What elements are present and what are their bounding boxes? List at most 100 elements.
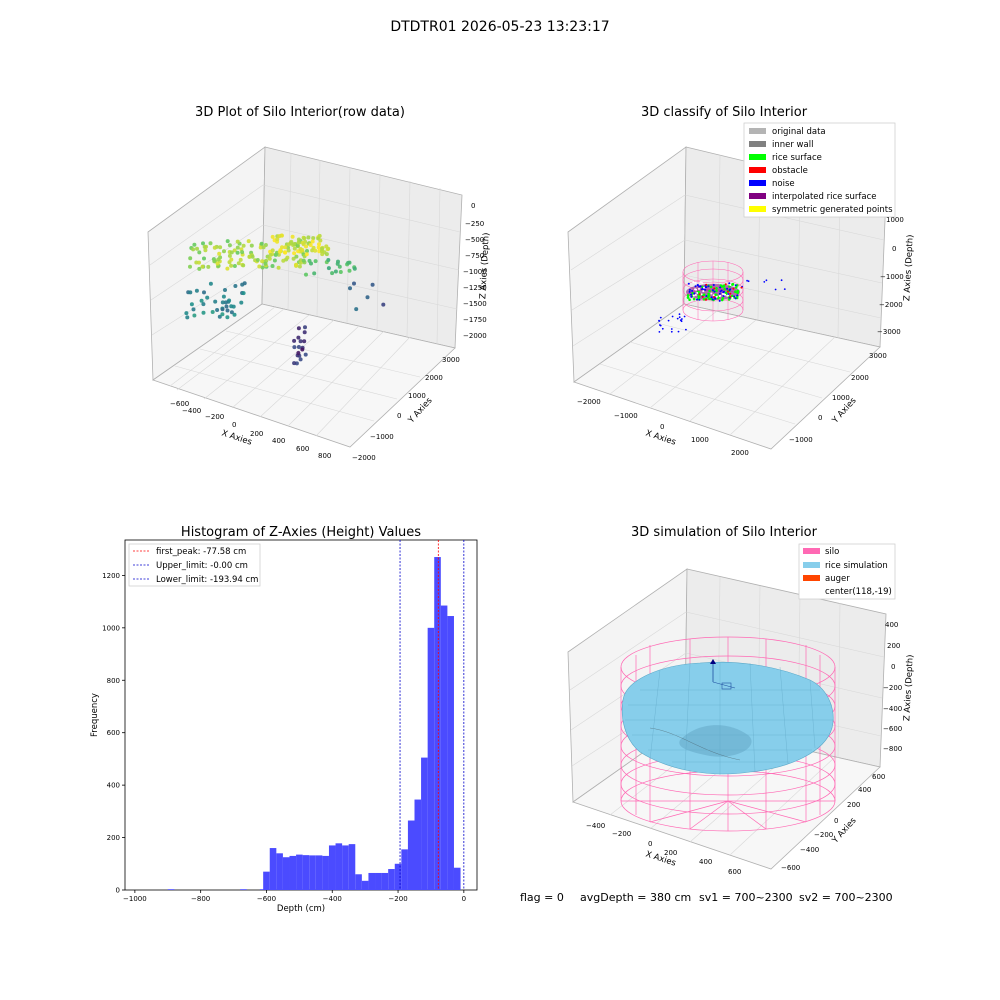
histogram-bar	[361, 880, 369, 890]
panel-simulation-yticks: −600 −400 −200 0 200 400 600	[781, 773, 885, 872]
raw-point	[294, 262, 299, 267]
tick-label: 1000	[691, 436, 709, 444]
raw-point	[225, 315, 230, 320]
histogram-bar	[335, 843, 343, 890]
classified-point	[671, 315, 674, 318]
raw-point	[239, 300, 244, 305]
raw-point	[191, 307, 196, 312]
classified-point	[658, 331, 661, 333]
tick-label: 2000	[425, 374, 443, 382]
classified-point	[713, 296, 716, 298]
histogram-bar	[447, 616, 454, 890]
panel-raw-grid	[149, 152, 461, 437]
histogram-bar	[342, 845, 349, 890]
histogram-bar	[309, 855, 316, 890]
raw-point	[191, 247, 196, 252]
raw-point	[233, 284, 238, 288]
status-flag: flag = 0	[520, 891, 564, 904]
raw-point	[381, 302, 386, 307]
raw-point	[210, 310, 215, 314]
raw-point	[306, 235, 311, 240]
classified-point	[736, 294, 739, 297]
raw-point	[300, 347, 305, 352]
raw-point	[292, 251, 297, 256]
raw-point	[313, 248, 318, 253]
classified-point	[683, 315, 686, 318]
raw-point	[220, 307, 225, 312]
legend-label: Lower_limit: -193.94 cm	[156, 575, 258, 585]
raw-point	[316, 245, 321, 250]
panel-raw-title: 3D Plot of Silo Interior(row data)	[195, 105, 405, 120]
histogram-bar	[315, 855, 323, 890]
y-tick-label: 200	[107, 834, 120, 842]
classified-point	[733, 295, 736, 298]
tick-label: 0	[834, 817, 838, 825]
classified-point	[705, 283, 708, 286]
classified-point	[734, 290, 737, 294]
classified-point	[694, 281, 697, 284]
classified-point	[686, 294, 690, 297]
raw-point	[297, 264, 302, 269]
panel-classify-title: 3D classify of Silo Interior	[641, 105, 808, 120]
raw-point	[229, 257, 234, 262]
raw-point	[217, 314, 222, 319]
histogram-bar	[440, 605, 448, 890]
tick-label: 1000	[832, 394, 850, 402]
classified-point	[729, 292, 732, 295]
classified-point	[693, 292, 696, 295]
tick-label: 600	[728, 868, 741, 876]
raw-point	[208, 281, 213, 286]
raw-point	[215, 261, 220, 266]
classified-point	[690, 295, 693, 298]
raw-point	[296, 237, 301, 242]
raw-point	[224, 304, 229, 309]
y-tick-label: 1000	[102, 624, 120, 632]
panel-raw-zlabel: Z Axies (Depth)	[478, 232, 491, 299]
tick-label: 400	[885, 621, 898, 629]
classified-point	[694, 285, 697, 288]
panel-classify-zticks: 1000 0 −1000 −2000 −3000	[877, 216, 904, 336]
panel-simulation-legend: silo rice simulation auger center(118,-1…	[798, 543, 896, 600]
histogram-bar	[453, 867, 461, 890]
histogram-bar	[263, 871, 270, 890]
tick-label: −1000	[370, 433, 394, 441]
classified-point	[747, 280, 750, 283]
tick-label: −750	[465, 252, 484, 260]
histogram-bar	[322, 855, 329, 890]
legend-label: inner wall	[772, 140, 813, 150]
raw-point	[291, 256, 296, 261]
status-sv1: sv1 = 700~2300	[699, 891, 793, 904]
tick-label: −400	[883, 705, 902, 713]
raw-point	[201, 310, 206, 315]
raw-point	[225, 239, 230, 244]
histogram-bar	[167, 889, 175, 890]
histogram-bar	[328, 845, 336, 890]
raw-point	[365, 295, 370, 300]
raw-point	[309, 261, 313, 266]
auger-marker	[710, 659, 736, 690]
raw-point	[241, 291, 246, 296]
histogram-bar	[259, 889, 267, 890]
y-tick-label: 0	[116, 887, 120, 895]
raw-point	[292, 361, 297, 366]
classified-point	[661, 327, 664, 330]
raw-point	[197, 266, 202, 271]
raw-point	[302, 339, 307, 344]
classified-point	[702, 290, 705, 293]
tick-label: −200	[612, 830, 631, 838]
raw-point	[222, 249, 226, 254]
histogram-legend: first_peak: -77.58 cm Upper_limit: -0.00…	[128, 543, 261, 587]
classified-point	[722, 295, 725, 297]
raw-point	[283, 250, 288, 255]
classified-point	[718, 292, 721, 295]
raw-point	[221, 294, 226, 299]
classified-point	[696, 298, 698, 301]
histogram-ylabel: Frequency	[90, 693, 100, 737]
classified-point	[698, 285, 701, 288]
tick-label: −400	[182, 407, 201, 415]
histogram-yticks: 0 200 400 600 800 1000 1200	[102, 572, 125, 895]
classified-point	[774, 288, 777, 291]
raw-point	[184, 311, 189, 316]
raw-point	[311, 236, 316, 241]
